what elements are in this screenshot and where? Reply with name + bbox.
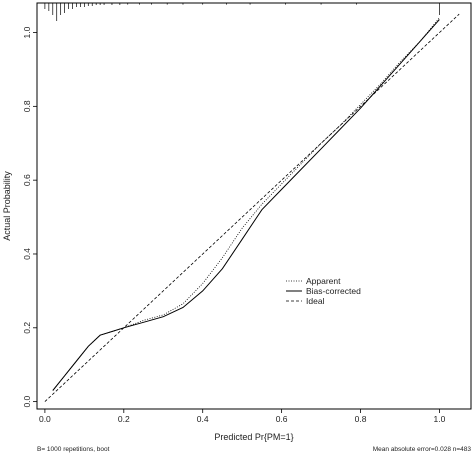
series-lines	[44, 13, 460, 402]
footnote-right: Mean absolute error=0.028 n=483	[373, 446, 472, 453]
plot-frame	[36, 2, 472, 410]
x-tick-label: 0.2	[118, 414, 130, 424]
rug-marks	[44, 3, 440, 21]
legend: Apparent Bias-corrected Ideal	[286, 276, 361, 306]
x-axis-title: Predicted Pr{PM=1}	[214, 432, 293, 442]
x-axis: 0.0 0.2 0.4 0.6 0.8 1.0	[39, 409, 446, 424]
y-axis: 0.0 0.2 0.4 0.6 0.8 1.0	[22, 26, 37, 408]
series-line-apparent	[52, 17, 440, 391]
y-tick-label: 0.6	[22, 174, 32, 186]
y-tick-label: 0.2	[22, 322, 32, 334]
legend-ideal-label: Ideal	[306, 296, 325, 306]
x-tick-label: 0.6	[276, 414, 288, 424]
legend-bias-corrected-label: Bias-corrected	[306, 286, 361, 296]
y-axis-title: Actual Probability	[2, 171, 12, 241]
x-tick-label: 0.8	[355, 414, 367, 424]
legend-apparent-label: Apparent	[306, 276, 341, 286]
y-tick-label: 0.8	[22, 100, 32, 112]
series-line-bias-corrected	[52, 19, 440, 391]
y-tick-label: 1.0	[22, 26, 32, 38]
y-tick-label: 0.0	[22, 395, 32, 407]
footnote-left: B= 1000 repetitions, boot	[37, 446, 110, 453]
x-tick-label: 0.0	[39, 414, 51, 424]
x-tick-label: 1.0	[434, 414, 446, 424]
x-tick-label: 0.4	[197, 414, 209, 424]
series-line-ideal	[44, 13, 460, 402]
y-tick-label: 0.4	[22, 248, 32, 260]
